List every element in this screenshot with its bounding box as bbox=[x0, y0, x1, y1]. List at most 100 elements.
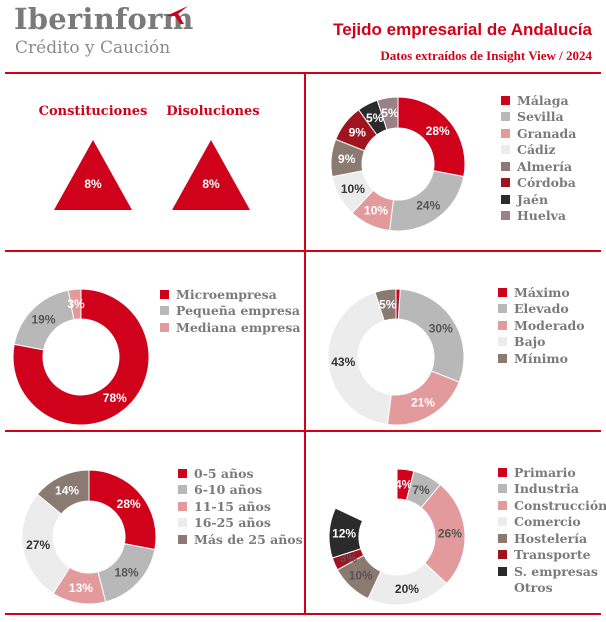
legend-label: Elevado bbox=[514, 301, 569, 317]
legend-item-6-10-anos: 6-10 años bbox=[178, 482, 303, 499]
slice-label-minimo: 5% bbox=[379, 298, 397, 312]
legend-label: Málaga bbox=[517, 92, 569, 108]
panel-antiguedad: 28% 18% 13% 27% 14% 0-5 años 6-10 años 11-15 a… bbox=[0, 432, 304, 613]
legend-label: S. empresas bbox=[514, 563, 598, 579]
slice-elevado bbox=[397, 288, 465, 383]
legend-label: Comercio bbox=[514, 514, 581, 530]
disoluciones-triangle bbox=[172, 140, 250, 210]
slice-label-mediana-empresa: 3% bbox=[67, 297, 85, 311]
slice-label-0-5-anos: 28% bbox=[117, 497, 141, 511]
legend-label: Huelva bbox=[517, 208, 566, 224]
slice-label-mas-de-25-anos: 14% bbox=[55, 483, 79, 497]
legend-label: Otros bbox=[514, 580, 553, 596]
constituciones-label: Constituciones bbox=[38, 104, 148, 119]
divider-vertical bbox=[304, 72, 306, 615]
panel-constituciones-disoluciones: Constituciones 8% Disoluciones 8% bbox=[0, 74, 304, 250]
legend-swatch bbox=[501, 95, 510, 105]
legend-item-minimo: Mínimo bbox=[498, 350, 585, 367]
legend-label: Mediana empresa bbox=[176, 319, 301, 335]
slice-label-11-15-anos: 13% bbox=[69, 581, 93, 595]
constituciones-triangle bbox=[54, 140, 132, 210]
legend-antiguedad: 0-5 años 6-10 años 11-15 años 16-25 años Más… bbox=[178, 465, 303, 548]
slice-label-almeria: 9% bbox=[338, 152, 356, 166]
legend-label: Transporte bbox=[514, 547, 591, 563]
legend-item-16-25-anos: 16-25 años bbox=[178, 515, 303, 532]
disoluciones-label: Disoluciones bbox=[166, 104, 260, 119]
donut-provincias: 28%24%10%10%9%9%5%5% bbox=[330, 96, 466, 232]
legend-item-microempresa: Microempresa bbox=[160, 286, 301, 303]
header: Iberinform Crédito y Caución Tejido empr… bbox=[0, 0, 606, 72]
legend-item-sevilla: Sevilla bbox=[501, 109, 576, 126]
slice-label-moderado: 21% bbox=[411, 396, 435, 410]
panel-sector: 4% 7% 26% 20% 10% 3% 12% Primario Industria Cons… bbox=[306, 432, 606, 613]
legend-sector: Primario Industria Construcción Comercio Hos… bbox=[498, 464, 606, 596]
legend-item-almeria: Almería bbox=[501, 158, 576, 175]
legend-label: 0-5 años bbox=[194, 465, 254, 481]
legend-label: 16-25 años bbox=[194, 515, 271, 531]
slice-label-comercio: 20% bbox=[395, 582, 419, 596]
divider-top bbox=[5, 72, 601, 74]
legend-swatch bbox=[498, 467, 507, 477]
legend-label: Córdoba bbox=[517, 175, 576, 191]
page-title: Tejido empresarial de Andalucía bbox=[333, 20, 592, 39]
legend-swatch bbox=[178, 501, 187, 511]
slice-label-sevilla: 24% bbox=[416, 199, 440, 213]
legend-item-comercio: Comercio bbox=[498, 514, 606, 531]
slice-label-cadiz: 10% bbox=[341, 182, 365, 196]
legend-swatch bbox=[501, 161, 510, 171]
slice-mediana-empresa bbox=[67, 288, 82, 321]
legend-swatch bbox=[498, 583, 507, 592]
legend-swatch bbox=[498, 533, 507, 543]
legend-label: Almería bbox=[517, 158, 573, 174]
legend-item-cordoba: Córdoba bbox=[501, 175, 576, 192]
legend-item-granada: Granada bbox=[501, 125, 576, 142]
legend-item-11-15-anos: 11-15 años bbox=[178, 498, 303, 515]
legend-swatch bbox=[498, 304, 507, 314]
legend-item-elevado: Elevado bbox=[498, 301, 585, 318]
legend-item-construccion: Construcción bbox=[498, 497, 606, 514]
slice-huelva bbox=[376, 96, 399, 131]
legend-swatch bbox=[160, 322, 169, 332]
slice-minimo bbox=[374, 288, 397, 322]
logo-text: Iberinform bbox=[14, 2, 194, 36]
legend-item-s-empresas: S. empresas bbox=[498, 563, 606, 580]
slice-malaga bbox=[397, 96, 466, 178]
slice-label-primario: 4% bbox=[395, 477, 413, 491]
legend-swatch bbox=[498, 353, 507, 363]
slice-label-elevado: 30% bbox=[429, 322, 453, 336]
donut-antiguedad: 28% 18% 13% 27% 14% bbox=[21, 469, 157, 605]
legend-item-cadiz: Cádiz bbox=[501, 142, 576, 159]
slice-label-huelva: 5% bbox=[381, 106, 399, 120]
legend-item-hosteleria: Hostelería bbox=[498, 530, 606, 547]
legend-swatch bbox=[498, 320, 507, 330]
slice-label-granada: 10% bbox=[364, 204, 388, 218]
slice-microempresa bbox=[12, 288, 150, 426]
legend-swatch bbox=[160, 306, 169, 316]
legend-swatch bbox=[501, 194, 510, 204]
legend-provincias: Málaga Sevilla Granada Cádiz Almería Córdoba J… bbox=[501, 92, 576, 224]
slice-label-jaen: 5% bbox=[366, 111, 384, 125]
legend-swatch bbox=[501, 178, 510, 188]
legend-riesgo: Máximo Elevado Moderado Bajo Mínimo bbox=[498, 284, 585, 367]
legend-label: Industria bbox=[514, 481, 580, 497]
logo-subtitle: Crédito y Caución bbox=[15, 38, 171, 58]
legend-item-otros: Otros bbox=[498, 580, 606, 597]
legend-swatch bbox=[178, 468, 187, 478]
slice-label-s-empresas: 12% bbox=[332, 527, 356, 541]
legend-tamano-empresa: Microempresa Pequeña empresa Mediana empre… bbox=[160, 286, 301, 336]
legend-label: Moderado bbox=[514, 317, 585, 333]
slice-0-5-anos bbox=[88, 469, 157, 551]
slice-otros bbox=[334, 468, 398, 522]
legend-label: Jaén bbox=[517, 191, 549, 207]
legend-swatch bbox=[498, 287, 507, 297]
slice-mas-de-25-anos bbox=[36, 469, 90, 515]
legend-label: Bajo bbox=[514, 334, 546, 350]
slice-bajo bbox=[327, 291, 392, 426]
legend-item-transporte: Transporte bbox=[498, 547, 606, 564]
slice-label-6-10-anos: 18% bbox=[115, 565, 139, 579]
page-subtitle: Datos extraídos de Insight View / 2024 bbox=[380, 48, 592, 63]
legend-swatch bbox=[498, 550, 507, 560]
donut-tamano-empresa: 78% 19% 3% bbox=[12, 288, 150, 426]
legend-swatch bbox=[501, 145, 510, 155]
donut-sector: 4% 7%26%20%10%3%12% bbox=[328, 468, 466, 606]
